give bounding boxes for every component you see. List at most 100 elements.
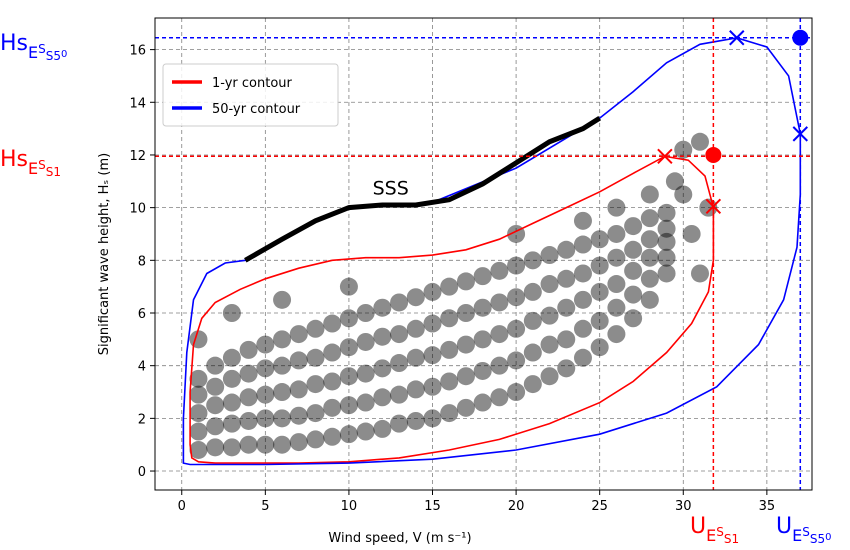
- annotation-part: E: [28, 43, 38, 62]
- scatter-point: [573, 319, 592, 338]
- scatter-point: [239, 411, 258, 430]
- scatter-point: [507, 383, 526, 402]
- scatter-point: [206, 417, 225, 436]
- scatter-point: [189, 404, 208, 423]
- y-tick-label: 10: [129, 202, 146, 217]
- scatter-point: [306, 348, 325, 367]
- scatter-point: [490, 293, 509, 312]
- scatter-point: [356, 364, 375, 383]
- scatter-point: [339, 309, 358, 328]
- annotation-part: S1: [724, 532, 739, 546]
- annotation: UESS1: [690, 514, 739, 546]
- scatter-point: [523, 311, 542, 330]
- y-tick-label: 4: [138, 360, 146, 375]
- scatter-point: [440, 340, 459, 359]
- legend-box: [162, 63, 339, 127]
- scatter-point: [390, 414, 409, 433]
- y-tick-label: 12: [129, 149, 146, 164]
- scatter-point: [640, 248, 659, 267]
- scatter-point: [289, 406, 308, 425]
- scatter-point: [607, 298, 626, 317]
- plot-area: [155, 18, 812, 490]
- scatter-point: [189, 369, 208, 388]
- scatter-point: [373, 388, 392, 407]
- annotation-part: E: [792, 526, 802, 545]
- scatter-point: [323, 343, 342, 362]
- scatter-point: [490, 388, 509, 407]
- axes-frame: [154, 17, 813, 491]
- scatter-point: [323, 372, 342, 391]
- scatter-point: [523, 282, 542, 301]
- scatter-point: [339, 425, 358, 444]
- scatter-point: [507, 256, 526, 275]
- scatter-point: [590, 256, 609, 275]
- scatter-point: [607, 198, 626, 217]
- x-tick-label: 15: [424, 499, 441, 514]
- scatter-point: [590, 230, 609, 249]
- scatter-point: [490, 261, 509, 280]
- scatter-point: [557, 240, 576, 259]
- scatter-point: [373, 298, 392, 317]
- scatter-point: [356, 332, 375, 351]
- scatter-point: [607, 275, 626, 294]
- scatter-point: [406, 288, 425, 307]
- x-tick-label: 5: [261, 499, 269, 514]
- annotation-part: S: [802, 525, 810, 539]
- marker-dot: [792, 29, 809, 46]
- scatter-point: [624, 261, 643, 280]
- annotation-part: E: [706, 526, 716, 545]
- scatter-point: [665, 172, 684, 191]
- y-axis-label: Significant wave height, Hₛ (m): [97, 153, 112, 355]
- x-axis-label: Wind speed, V (m s⁻¹): [328, 531, 471, 546]
- scatter-point: [456, 367, 475, 386]
- scatter-point: [640, 230, 659, 249]
- scatter-point: [557, 330, 576, 349]
- scatter-point: [222, 304, 241, 322]
- scatter-point: [640, 290, 659, 309]
- scatter-point: [456, 304, 475, 322]
- annotation: HsESS50: [0, 31, 67, 63]
- scatter-point: [607, 248, 626, 267]
- scatter-point: [222, 438, 241, 457]
- scatter-point: [306, 319, 325, 338]
- scatter-point: [540, 275, 559, 294]
- scatter-point: [473, 361, 492, 380]
- y-tick-label: 8: [138, 254, 146, 269]
- scatter-point: [507, 288, 526, 307]
- scatter-point: [607, 325, 626, 344]
- scatter-point: [206, 377, 225, 396]
- scatter-point: [523, 375, 542, 394]
- scatter-point: [289, 351, 308, 370]
- annotation-part: E: [28, 159, 38, 178]
- scatter-point: [690, 132, 709, 151]
- scatter-point: [189, 422, 208, 441]
- scatter-point: [657, 248, 676, 267]
- scatter-point: [657, 232, 676, 251]
- scatter-point: [339, 396, 358, 415]
- annotation-part: 0: [61, 49, 67, 60]
- scatter-point: [607, 224, 626, 243]
- scatter-point: [239, 340, 258, 359]
- scatter-point: [373, 359, 392, 378]
- scatter-point: [674, 140, 693, 159]
- x-tick-label: 25: [591, 499, 608, 514]
- marker-cross: [792, 126, 809, 142]
- scatter-point: [289, 325, 308, 344]
- scatter-point: [573, 348, 592, 367]
- scatter-point: [323, 314, 342, 333]
- scatter-point: [573, 235, 592, 254]
- annotation: HsESS1: [0, 147, 61, 179]
- scatter-point: [423, 377, 442, 396]
- scatter-point: [473, 298, 492, 317]
- scatter-point: [222, 414, 241, 433]
- annotation: UESS50: [776, 514, 831, 546]
- annotation-part: Hs: [0, 147, 28, 172]
- scatter-point: [273, 290, 292, 309]
- scatter-point: [289, 380, 308, 399]
- scatter-point: [456, 272, 475, 291]
- scatter-point: [406, 348, 425, 367]
- scatter-point: [189, 385, 208, 404]
- scatter-point: [456, 335, 475, 354]
- annotation-part: S5: [810, 532, 825, 546]
- scatter-point: [356, 393, 375, 412]
